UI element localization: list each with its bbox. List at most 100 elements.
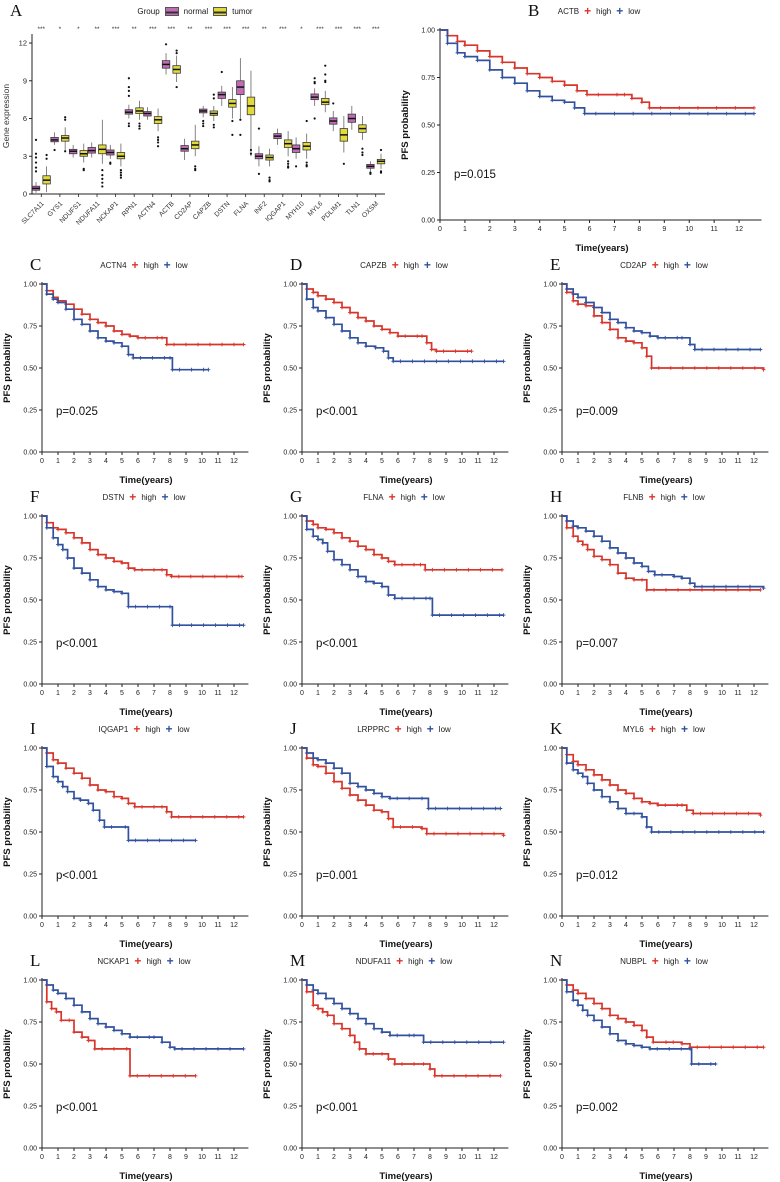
x-tick-label: 3 xyxy=(608,1154,612,1161)
outlier-point xyxy=(127,122,130,125)
x-tick-label: 5 xyxy=(120,690,124,697)
p-value: p<0.001 xyxy=(316,1102,358,1114)
high-plus-icon: + xyxy=(131,258,139,272)
x-tick-label: 3 xyxy=(88,1154,92,1161)
top-row: A Group normal tumor 0 3 6 9 12 Gene expressi… xyxy=(0,0,780,254)
y-tick-label: 1.00 xyxy=(23,282,37,289)
y-tick-label: 0.00 xyxy=(23,450,37,457)
x-tick-label: 2 xyxy=(72,458,76,465)
x-axis-label: Time(years) xyxy=(639,939,692,950)
gene-name: CD2AP xyxy=(620,260,647,270)
x-tick-label: 8 xyxy=(688,922,692,929)
x-tick-label: 12 xyxy=(490,458,498,465)
censor-marks-high xyxy=(304,519,504,572)
outlier-point xyxy=(34,156,38,159)
x-tick-label: 8 xyxy=(688,690,692,697)
outlier-point xyxy=(64,150,67,153)
significance-marker: *** xyxy=(149,26,157,33)
legend-high-label: high xyxy=(145,724,161,734)
outlier-point xyxy=(119,171,123,174)
y-tick-label: 0.75 xyxy=(421,75,435,82)
km-chart: 0 1 2 3 4 5 6 7 8 9 10 11 120.000.250.500.751.00Time… xyxy=(2,746,249,950)
y-tick-label: 0.75 xyxy=(23,324,37,331)
x-tick-label: 7 xyxy=(412,922,416,929)
x-tick-label: 6 xyxy=(136,1154,140,1161)
y-tick-label: 12 xyxy=(19,39,27,48)
legend-high-label: high xyxy=(660,492,676,502)
gene-label: IQGAP1 xyxy=(264,200,287,223)
y-tick-label: 0.50 xyxy=(283,366,297,373)
x-tick-label: 3 xyxy=(348,458,352,465)
x-tick-label: 9 xyxy=(662,226,666,233)
km-chart: 0 1 2 3 4 5 6 7 8 9 10 11 120.000.250.500.751.00Time… xyxy=(2,978,249,1182)
x-tick-label: 6 xyxy=(136,922,140,929)
outlier-point xyxy=(212,93,215,96)
km-header: N NUBPL + high + low xyxy=(520,950,780,972)
group-legend: Group normal tumor xyxy=(137,6,253,16)
low-plus-icon: + xyxy=(428,954,436,968)
survival-curve-low xyxy=(42,747,196,842)
survival-curve-high xyxy=(562,747,762,816)
x-tick-label: 12 xyxy=(230,1154,238,1161)
x-tick-label: 0 xyxy=(40,1154,44,1161)
outlier-point xyxy=(138,124,141,128)
y-tick-label: 3 xyxy=(23,152,27,161)
y-tick-label: 1.00 xyxy=(421,28,435,35)
y-tick-label: 0.25 xyxy=(283,1104,297,1111)
censor-marks-low xyxy=(44,764,198,843)
legend-low-label: low xyxy=(175,260,188,270)
censor-marks-high xyxy=(304,756,506,838)
censor-marks-low xyxy=(564,989,718,1066)
x-tick-label: 12 xyxy=(750,922,758,929)
x-tick-label: 4 xyxy=(364,922,368,929)
censor-marks-high xyxy=(564,525,763,592)
gene-label: OXSM xyxy=(361,200,380,219)
x-tick-label: 2 xyxy=(592,1154,596,1161)
km-chart: 0 1 2 3 4 5 6 7 8 9 10 11 120.000.250.500.751.00Time… xyxy=(400,28,762,254)
y-tick-label: 0.00 xyxy=(23,1146,37,1153)
y-tick-label: 0.00 xyxy=(283,1146,297,1153)
outlier-point xyxy=(156,145,160,148)
x-tick-label: 11 xyxy=(474,922,481,929)
outlier-point xyxy=(220,70,223,74)
x-tick-label: 3 xyxy=(608,458,612,465)
x-tick-label: 6 xyxy=(656,922,660,929)
x-tick-label: 9 xyxy=(444,922,448,929)
x-tick-label: 12 xyxy=(735,226,743,233)
survival-curve-high xyxy=(562,515,761,591)
y-tick-label: 1.00 xyxy=(283,282,297,289)
y-tick-label: 0.25 xyxy=(543,872,557,879)
panel-letter: N xyxy=(550,951,563,970)
x-tick-label: 10 xyxy=(718,458,726,465)
x-tick-label: 0 xyxy=(300,1154,304,1161)
significance-marker: * xyxy=(300,26,303,33)
x-tick-label: 11 xyxy=(214,1154,221,1161)
km-panel: I IQGAP1 + high + low 0 1 2 3 4 5 6 7 8 9 10 11 12 0.… xyxy=(0,718,260,950)
y-tick-label: 0.25 xyxy=(283,640,297,647)
x-tick-label: 0 xyxy=(300,458,304,465)
x-axis-label: Time(years) xyxy=(575,243,628,254)
km-panel: N NUBPL + high + low 0 1 2 3 4 5 6 7 8 9 10 11 12 0.0… xyxy=(520,950,780,1182)
x-tick-label: 3 xyxy=(88,458,92,465)
x-tick-label: 4 xyxy=(624,922,628,929)
x-tick-label: 2 xyxy=(332,458,336,465)
p-value: p<0.001 xyxy=(316,638,358,650)
y-tick-label: 0.50 xyxy=(23,1062,37,1069)
x-axis-label: Time(years) xyxy=(379,707,432,718)
km-header: F DSTN + high + low xyxy=(0,486,260,508)
low-plus-icon: + xyxy=(616,4,624,18)
survival-curve-high xyxy=(42,283,244,346)
censor-marks-high xyxy=(564,983,766,1050)
x-tick-label: 4 xyxy=(624,1154,628,1161)
censor-marks-high xyxy=(304,287,474,354)
x-tick-label: 1 xyxy=(316,922,320,929)
significance-marker: *** xyxy=(372,26,380,33)
outlier-point xyxy=(194,168,197,172)
y-axis-label: PFS probability xyxy=(2,796,13,866)
outlier-point xyxy=(202,124,205,128)
legend-tumor-label: tumor xyxy=(232,6,253,16)
censor-marks-low xyxy=(564,287,763,352)
y-axis-label: PFS probability xyxy=(262,796,273,866)
x-tick-label: 8 xyxy=(168,922,172,929)
x-tick-label: 4 xyxy=(364,458,368,465)
